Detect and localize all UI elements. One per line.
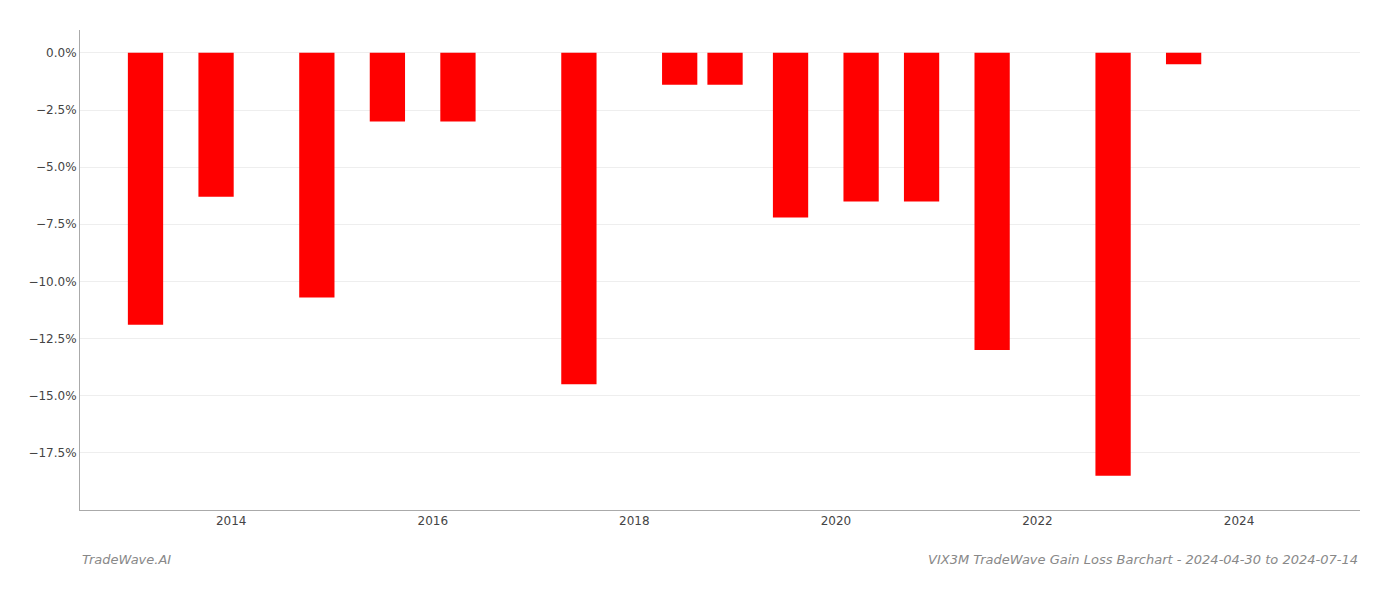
svg-text:2018: 2018 — [619, 514, 650, 528]
svg-text:TradeWave.AI: TradeWave.AI — [82, 552, 171, 567]
svg-text:2014: 2014 — [216, 514, 247, 528]
svg-text:−7.5%: −7.5% — [36, 217, 77, 231]
svg-text:VIX3M TradeWave Gain Loss Barc: VIX3M TradeWave Gain Loss Barchart - 202… — [928, 552, 1358, 567]
svg-text:2020: 2020 — [821, 514, 852, 528]
svg-text:−5.0%: −5.0% — [36, 160, 77, 174]
svg-text:0.0%: 0.0% — [46, 46, 77, 60]
svg-text:−10.0%: −10.0% — [28, 275, 76, 289]
svg-text:2016: 2016 — [417, 514, 448, 528]
svg-text:2022: 2022 — [1022, 514, 1053, 528]
svg-text:−12.5%: −12.5% — [28, 332, 76, 346]
svg-text:−17.5%: −17.5% — [28, 446, 76, 460]
svg-text:−15.0%: −15.0% — [28, 389, 76, 403]
svg-text:2024: 2024 — [1224, 514, 1255, 528]
svg-text:−2.5%: −2.5% — [36, 103, 77, 117]
